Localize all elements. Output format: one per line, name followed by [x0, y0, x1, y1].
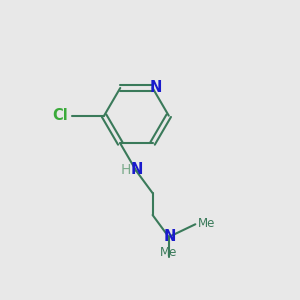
- Text: N: N: [130, 163, 142, 178]
- Text: N: N: [150, 80, 162, 95]
- Text: Me: Me: [198, 217, 215, 230]
- Text: H: H: [121, 163, 131, 177]
- Text: N: N: [164, 230, 176, 244]
- Text: Cl: Cl: [52, 108, 68, 123]
- Text: Me: Me: [160, 246, 178, 259]
